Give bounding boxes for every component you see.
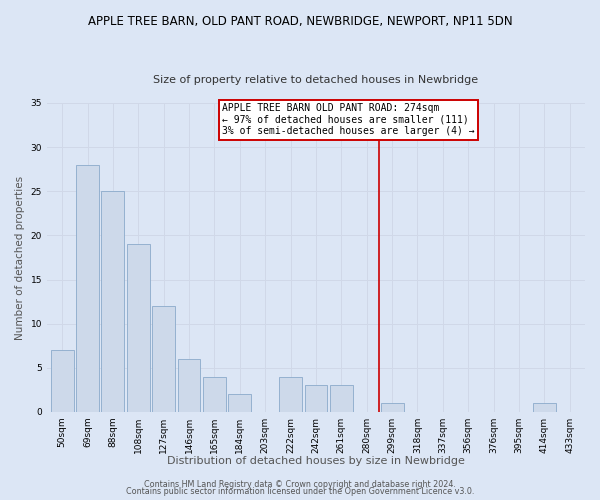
Text: APPLE TREE BARN, OLD PANT ROAD, NEWBRIDGE, NEWPORT, NP11 5DN: APPLE TREE BARN, OLD PANT ROAD, NEWBRIDG…: [88, 15, 512, 28]
Bar: [178, 359, 200, 412]
Bar: [51, 350, 74, 412]
Bar: [279, 376, 302, 412]
Title: Size of property relative to detached houses in Newbridge: Size of property relative to detached ho…: [154, 76, 479, 86]
Bar: [101, 191, 124, 412]
X-axis label: Distribution of detached houses by size in Newbridge: Distribution of detached houses by size …: [167, 456, 465, 466]
Bar: [380, 403, 404, 412]
Bar: [127, 244, 150, 412]
Bar: [330, 386, 353, 412]
Bar: [76, 165, 99, 412]
Bar: [305, 386, 328, 412]
Bar: [152, 306, 175, 412]
Text: APPLE TREE BARN OLD PANT ROAD: 274sqm
← 97% of detached houses are smaller (111): APPLE TREE BARN OLD PANT ROAD: 274sqm ← …: [222, 103, 475, 136]
Text: Contains public sector information licensed under the Open Government Licence v3: Contains public sector information licen…: [126, 488, 474, 496]
Y-axis label: Number of detached properties: Number of detached properties: [15, 176, 25, 340]
Bar: [533, 403, 556, 412]
Text: Contains HM Land Registry data © Crown copyright and database right 2024.: Contains HM Land Registry data © Crown c…: [144, 480, 456, 489]
Bar: [203, 376, 226, 412]
Bar: [229, 394, 251, 412]
